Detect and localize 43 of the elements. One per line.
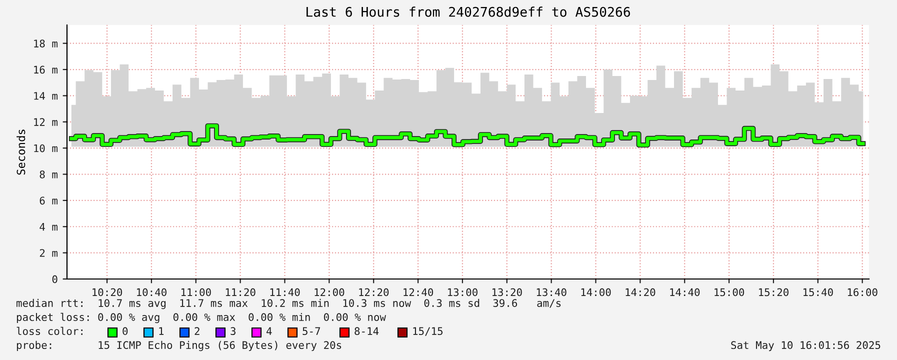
text: packet loss: 0.00 % avg 0.00 % max 0.00 % min 0.00 % now [16, 312, 386, 324]
x-tick-label: 15:40 [803, 288, 833, 296]
x-tick-label: 12:00 [314, 288, 344, 296]
x-tick-label: 14:40 [670, 288, 700, 296]
y-tick-label: 18 m [34, 40, 58, 48]
text: 3 [230, 327, 236, 336]
text: 2 [194, 327, 200, 335]
x-tick-label: 15:00 [714, 288, 744, 296]
text: 5-7 [302, 327, 320, 336]
y-tick-label: 2 m [40, 249, 58, 257]
x-tick-label: 15:20 [759, 288, 788, 296]
text: 4 [266, 327, 272, 335]
text: 1 [159, 327, 164, 335]
y-tick-label: 4 m [40, 223, 58, 231]
y-tick-label: 16 m [34, 66, 58, 74]
text: probe: 15 ICMP Echo Pings (56 Bytes) every 20s [16, 340, 342, 352]
text: median rtt: 10.7 ms avg 11.7 ms max 10.2 ms min 10.3 ms now 0.3 ms sd 39.6 am/s [16, 298, 561, 310]
x-tick-label: 16:00 [848, 288, 878, 296]
x-tick-label: 13:40 [536, 288, 566, 296]
text: Sat May 10 16:01:56 2025 [731, 341, 880, 352]
x-tick-label: 10:20 [92, 288, 122, 296]
x-tick-label: 13:20 [492, 288, 522, 296]
x-tick-label: 11:40 [270, 288, 300, 296]
x-tick-label: 12:20 [359, 288, 389, 296]
x-tick-label: 12:40 [404, 288, 434, 296]
y-tick-label: 8 m [40, 170, 58, 178]
y-tick-label: 12 m [34, 118, 58, 126]
x-tick-label: 14:20 [626, 288, 656, 296]
text: loss color: [16, 326, 82, 336]
y-axis-title: Seconds [16, 130, 26, 175]
x-tick-label: 11:00 [181, 288, 211, 296]
text: 0 [122, 327, 128, 336]
x-tick-label: 14:00 [581, 288, 611, 296]
chart-title: Last 6 Hours from 2402768d9eff to AS50266 [306, 6, 630, 17]
y-tick-label: 10 m [34, 144, 58, 152]
y-tick-label: 14 m [34, 92, 58, 100]
x-tick-label: 13:00 [448, 288, 478, 296]
text: 8-14 [354, 327, 379, 336]
x-tick-label: 11:20 [226, 288, 256, 296]
y-tick-label: 0 [52, 275, 58, 284]
text: 15/15 [413, 327, 443, 336]
y-tick-label: 6 m [40, 196, 58, 205]
x-tick-label: 10:40 [137, 288, 166, 296]
